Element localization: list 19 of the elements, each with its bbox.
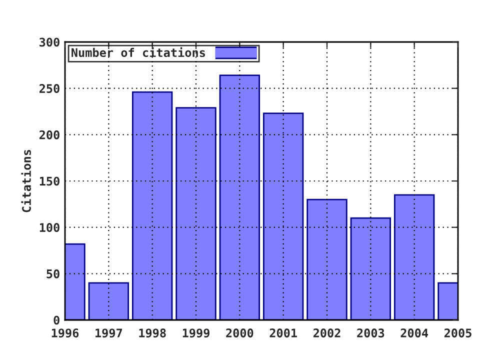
y-axis-title: Citations bbox=[21, 150, 31, 212]
text: Number of citations bbox=[72, 47, 205, 58]
x-tick-label: 2003 bbox=[357, 328, 384, 338]
x-tick-label: 2005 bbox=[444, 328, 472, 338]
x-tick-label: 2000 bbox=[226, 328, 254, 338]
y-tick-label: 0 bbox=[54, 316, 60, 325]
y-tick-label: 250 bbox=[39, 84, 60, 93]
x-tick-label: 2004 bbox=[400, 328, 428, 338]
x-tick-label: 1996 bbox=[52, 328, 79, 338]
x-tick-label: 2002 bbox=[313, 328, 340, 338]
x-tick-label: 2001 bbox=[270, 328, 297, 338]
y-tick-label: 50 bbox=[46, 269, 60, 278]
y-tick-label: 200 bbox=[39, 130, 60, 140]
y-tick-label: 300 bbox=[40, 38, 60, 47]
x-tick-label: 1998 bbox=[139, 328, 166, 338]
y-tick-label: 100 bbox=[40, 223, 60, 232]
x-tick-label: 1997 bbox=[96, 328, 122, 338]
y-tick-label: 150 bbox=[40, 176, 60, 186]
x-tick-label: 1999 bbox=[182, 328, 210, 338]
